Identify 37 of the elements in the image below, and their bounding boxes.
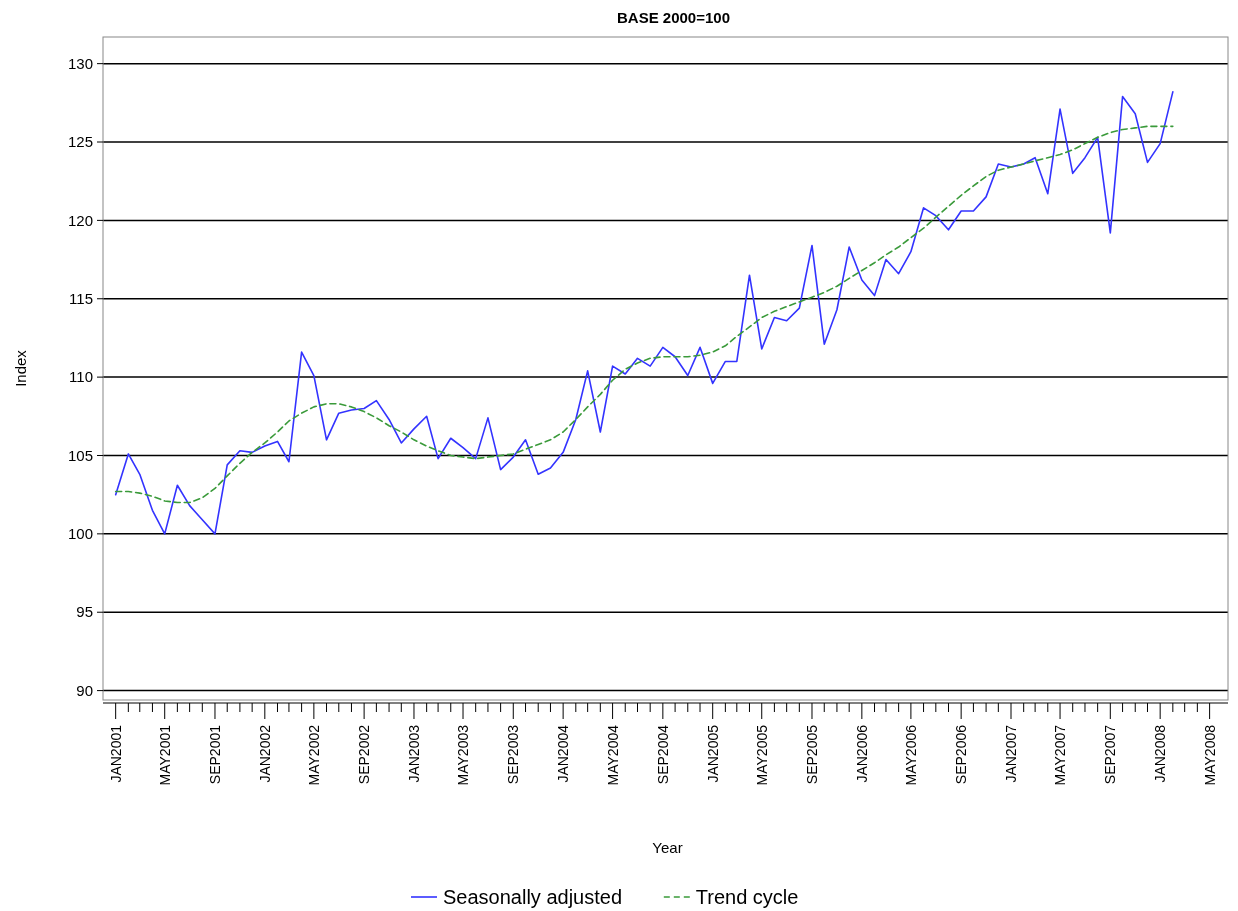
x-tick-label: JAN2006: [853, 724, 870, 783]
x-tick-label: MAY2001: [156, 724, 173, 786]
x-tick-label: SEP2004: [654, 724, 671, 785]
x-tick-label: JAN2005: [704, 724, 721, 783]
x-tick-label: JAN2003: [405, 724, 422, 783]
x-tick-label: JAN2004: [555, 724, 572, 783]
x-tick-label: MAY2007: [1052, 724, 1069, 786]
x-tick-label: JAN2001: [107, 724, 124, 783]
x-tick-label: JAN2002: [256, 724, 273, 783]
y-tick-label: 90: [76, 681, 93, 699]
y-tick-label: 95: [76, 603, 93, 621]
x-tick-label: MAY2002: [305, 724, 322, 786]
x-tick-label: SEP2006: [953, 724, 970, 785]
x-tick-label: JAN2007: [1003, 724, 1020, 783]
x-axis-title: Year: [652, 839, 683, 856]
x-tick-label: MAY2003: [455, 724, 472, 786]
x-tick-label: MAY2004: [604, 724, 621, 786]
y-tick-label: 130: [67, 54, 93, 72]
x-tick-label: SEP2005: [804, 724, 820, 785]
chart-title: BASE 2000=100: [617, 9, 730, 26]
legend-label: Seasonally adjusted: [443, 886, 623, 908]
y-tick-label: 105: [67, 446, 93, 464]
legend-label: Trend cycle: [695, 886, 799, 908]
x-tick-label: MAY2006: [902, 724, 919, 786]
x-tick-label: JAN2008: [1152, 724, 1169, 783]
x-tick-label: MAY2008: [1201, 724, 1218, 786]
y-tick-label: 115: [69, 290, 93, 307]
y-tick-label: 110: [69, 368, 93, 386]
x-tick-label: SEP2002: [356, 724, 373, 785]
y-axis-title: Index: [12, 349, 29, 387]
x-tick-label: MAY2005: [753, 724, 770, 786]
x-tick-label: SEP2003: [505, 724, 522, 785]
y-tick-label: 100: [67, 525, 93, 543]
y-tick-label: 120: [67, 211, 93, 229]
y-tick-label: 125: [67, 133, 93, 151]
x-tick-label: SEP2007: [1102, 724, 1119, 785]
x-tick-label: SEP2001: [206, 724, 223, 785]
